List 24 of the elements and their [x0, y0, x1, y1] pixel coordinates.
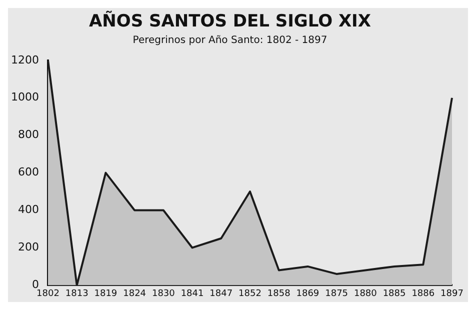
x-tick-label: 1813 [65, 288, 88, 299]
x-tick-label: 1858 [267, 288, 291, 299]
x-tick-label: 1875 [325, 288, 348, 299]
y-tick-label: 600 [18, 166, 39, 179]
x-tick-label: 1886 [412, 288, 435, 299]
chart-subtitle: Peregrinos por Año Santo: 1802 - 1897 [132, 34, 328, 46]
x-tick-label: 1802 [36, 288, 60, 299]
y-tick-label: 800 [18, 128, 39, 142]
y-tick-label: 0 [32, 278, 39, 292]
y-tick-label: 1000 [10, 90, 39, 104]
x-tick-label: 1830 [152, 288, 176, 299]
x-tick-label: 1885 [382, 288, 406, 299]
x-tick-label: 1852 [238, 288, 262, 299]
y-tick-label: 200 [18, 240, 39, 254]
x-tick-label: 1819 [94, 288, 118, 299]
x-tick-label: 1880 [354, 288, 378, 299]
x-tick-label: 1869 [296, 288, 320, 299]
y-tick-label: 1200 [10, 53, 39, 66]
chart-title: AÑOS SANTOS DEL SIGLO XIX [89, 10, 371, 32]
x-tick-label: 1897 [440, 288, 464, 299]
x-tick-label: 1841 [180, 288, 204, 299]
x-tick-label: 1847 [210, 288, 233, 299]
x-tick-label: 1824 [123, 288, 146, 299]
y-tick-label: 400 [18, 203, 39, 216]
